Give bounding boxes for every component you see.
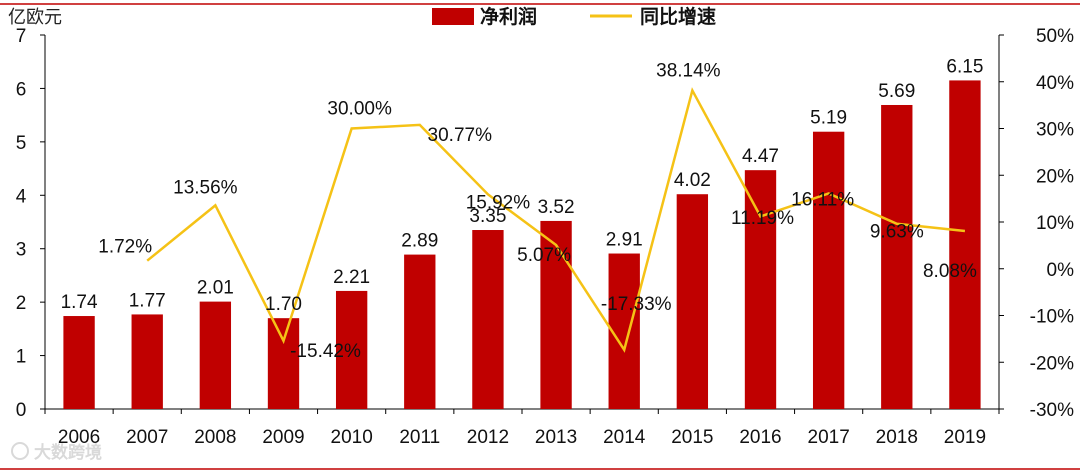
x-tick-label: 2011	[399, 427, 440, 448]
bar-value-label: 1.70	[265, 294, 302, 315]
legend-bar-swatch	[432, 8, 474, 25]
x-tick-label: 2009	[262, 427, 304, 448]
bar	[63, 316, 95, 409]
right-tick-label: -20%	[1030, 353, 1074, 374]
x-tick-label: 2015	[671, 427, 713, 448]
right-tick-label: 20%	[1036, 166, 1074, 187]
x-tick-label: 2006	[58, 427, 100, 448]
growth-value-label: 1.72%	[98, 237, 152, 258]
bar-value-label: 1.77	[129, 290, 166, 311]
x-tick-label: 2013	[535, 427, 577, 448]
bar	[676, 194, 709, 409]
left-tick-label: 2	[16, 293, 27, 314]
bar-series	[63, 80, 981, 410]
bar-value-label: 2.01	[197, 278, 234, 299]
bar	[608, 253, 640, 409]
bar	[267, 318, 300, 409]
left-tick-label: 0	[16, 400, 27, 421]
right-tick-label: 10%	[1036, 213, 1074, 234]
right-tick-label: -10%	[1030, 307, 1074, 328]
bar-value-label: 6.15	[946, 56, 983, 77]
growth-line	[146, 87, 966, 353]
growth-value-label: 15.92%	[466, 192, 531, 213]
left-axis-unit: 亿欧元	[8, 7, 62, 28]
left-axis-ticks: 0 1 2 3 4 5 6 7	[16, 26, 45, 421]
legend-label-net-profit: 净利润	[480, 5, 537, 28]
left-tick-label: 5	[16, 133, 27, 154]
x-tick-label: 2010	[331, 427, 373, 448]
x-tick-label: 2019	[944, 427, 986, 448]
bar	[881, 104, 913, 410]
right-tick-label: 50%	[1036, 26, 1074, 47]
growth-value-label: 30.00%	[327, 99, 392, 120]
bar-value-label: 5.69	[878, 81, 915, 102]
growth-value-label: -15.42%	[290, 341, 361, 362]
bar-value-labels: 1.74 1.77 2.01 1.70 2.21 2.89 3.35 3.52 2.91 4.02…	[61, 56, 984, 315]
right-axis-ticks: -30% -20% -10% 0% 10% 20% 30% 40% 50%	[999, 26, 1074, 421]
bar	[335, 290, 368, 409]
left-tick-label: 4	[16, 186, 27, 207]
x-tick-label: 2014	[603, 427, 646, 448]
watermark-text: 大数跨境	[34, 442, 102, 463]
legend: 净利润 同比增速	[432, 5, 716, 28]
bar-value-label: 2.91	[606, 230, 643, 251]
growth-value-label: 5.07%	[517, 245, 571, 266]
bar	[540, 220, 572, 409]
x-tick-label: 2012	[467, 427, 509, 448]
growth-value-label: 13.56%	[173, 177, 238, 198]
watermark: 大数跨境	[11, 442, 102, 463]
growth-value-label: 11.19%	[731, 208, 794, 229]
bar	[404, 254, 436, 409]
bar	[744, 170, 777, 409]
bar-value-label: 3.52	[538, 197, 575, 218]
x-tick-label: 2007	[126, 427, 168, 448]
x-tick-label: 2016	[739, 427, 781, 448]
bar-value-label: 5.19	[810, 108, 847, 129]
growth-value-label: 16.11%	[791, 189, 854, 210]
bar	[131, 314, 163, 409]
right-tick-label: 0%	[1047, 260, 1075, 281]
left-tick-label: 7	[16, 26, 27, 47]
x-axis-ticks: 2006 2007 2008 2009 2010 2011 2012 2013 2014 2015…	[44, 409, 1000, 448]
x-tick-label: 2008	[194, 427, 236, 448]
bar-value-label: 4.02	[674, 170, 711, 191]
watermark-logo-icon	[11, 442, 29, 460]
growth-value-label: 9.63%	[870, 222, 924, 243]
left-tick-label: 6	[16, 79, 27, 100]
bar-value-label: 3.35	[469, 206, 506, 227]
growth-value-label: -17.33%	[601, 294, 672, 315]
bar	[812, 131, 845, 409]
left-tick-label: 3	[16, 240, 27, 261]
bar	[949, 80, 981, 410]
growth-value-label: 8.08%	[923, 261, 977, 282]
growth-value-label: 30.77%	[428, 125, 493, 146]
bar-value-label: 1.74	[61, 292, 98, 313]
left-tick-label: 1	[16, 347, 27, 368]
right-tick-label: -30%	[1030, 400, 1074, 421]
bar-value-label: 2.89	[401, 231, 438, 252]
x-tick-label: 2018	[876, 427, 918, 448]
line-series	[146, 87, 966, 353]
right-tick-label: 30%	[1036, 120, 1074, 141]
legend-label-growth: 同比增速	[640, 5, 716, 28]
bar-value-label: 4.47	[742, 146, 779, 167]
x-tick-label: 2017	[808, 427, 850, 448]
line-value-labels: 1.72% 13.56% -15.42% 30.00% 30.77% 15.92% 5.07…	[98, 60, 977, 361]
bar-value-label: 2.21	[333, 267, 370, 288]
right-tick-label: 40%	[1036, 73, 1074, 94]
growth-value-label: 38.14%	[656, 60, 721, 81]
bar	[472, 230, 504, 409]
bar	[199, 301, 232, 409]
